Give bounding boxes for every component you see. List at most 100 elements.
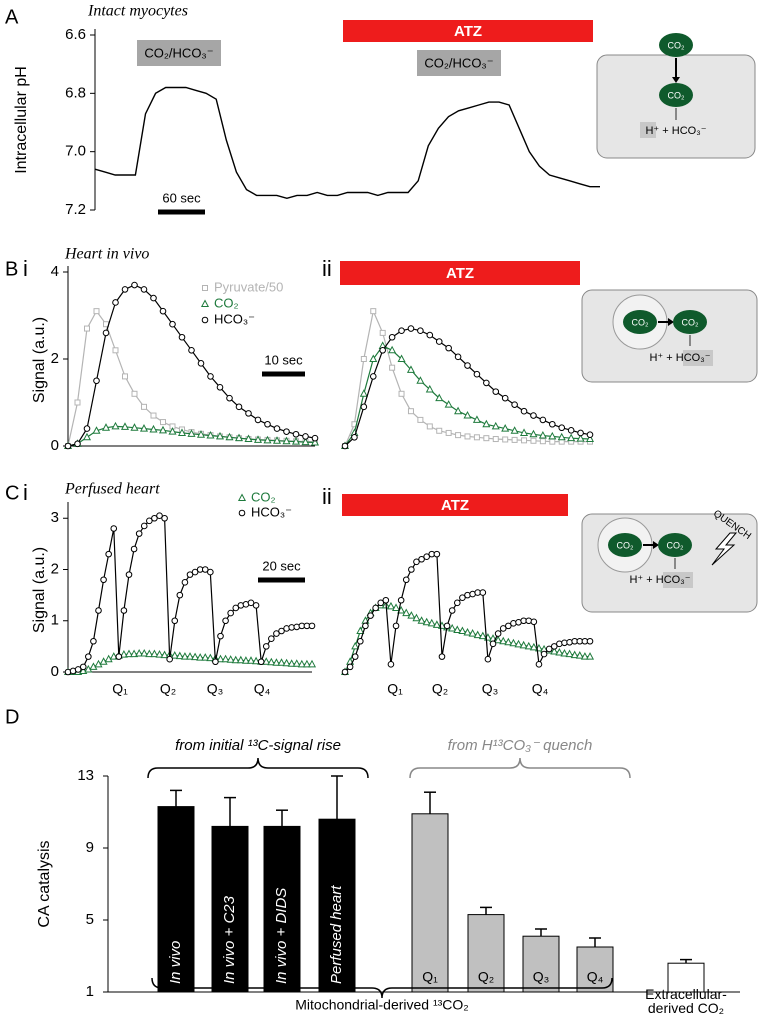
legend-marker <box>202 285 208 291</box>
marker <box>257 658 265 666</box>
marker <box>567 433 576 442</box>
panel-title: Heart in vivo <box>64 246 149 263</box>
marker <box>458 626 467 634</box>
marker <box>95 607 102 614</box>
marker <box>196 653 205 661</box>
marker <box>464 433 471 440</box>
marker <box>577 429 584 437</box>
marker <box>234 433 244 442</box>
marker <box>221 654 230 663</box>
marker <box>482 419 491 428</box>
y-tick-label: 0 <box>51 663 59 680</box>
marker <box>231 655 240 664</box>
marker <box>535 661 543 668</box>
marker <box>438 653 446 660</box>
marker <box>311 434 319 442</box>
marker <box>529 642 538 651</box>
marker <box>100 576 107 584</box>
marker <box>150 412 157 419</box>
marker <box>392 603 401 611</box>
marker <box>84 325 90 332</box>
panel-title: Intact myocytes <box>87 3 188 20</box>
scale-bar-label: 20 sec <box>262 558 301 573</box>
marker <box>64 442 72 450</box>
marker <box>169 320 176 328</box>
treatment-label: ATZ <box>454 23 482 40</box>
marker <box>483 379 490 387</box>
quench-label: Q₄ <box>532 681 549 697</box>
marker <box>156 512 163 519</box>
marker <box>454 406 463 415</box>
marker <box>232 604 240 612</box>
series-line <box>67 515 312 673</box>
group-label: from initial ¹³C-signal rise <box>175 737 341 754</box>
marker <box>402 576 410 584</box>
marker <box>264 420 271 428</box>
arrow-head <box>668 318 674 326</box>
marker <box>196 430 206 438</box>
marker <box>244 434 253 443</box>
marker <box>301 437 310 446</box>
marker <box>120 607 128 614</box>
molecule <box>608 533 642 557</box>
marker <box>492 436 499 443</box>
marker <box>235 403 243 411</box>
marker <box>407 408 414 415</box>
marker <box>432 620 441 628</box>
molecule-label: CO₂ <box>668 40 686 50</box>
marker <box>560 648 569 657</box>
product-label: H⁺ + HCO₃⁻ <box>645 125 706 137</box>
marker <box>524 641 533 650</box>
marker <box>453 599 461 607</box>
marker <box>160 650 169 659</box>
marker <box>530 412 537 419</box>
bar-label: In vivo + C23 <box>221 895 238 984</box>
marker <box>501 424 510 432</box>
marker <box>206 653 215 662</box>
quench-label: Q₃ <box>482 681 499 697</box>
y-tick-label: 6.8 <box>65 84 86 101</box>
marker <box>407 325 415 332</box>
marker <box>367 612 374 619</box>
marker <box>387 661 395 668</box>
group-label: Mitochondrial-derived ¹³CO₂ <box>295 997 469 1013</box>
product-label: H⁺ + HCO₃⁻ <box>649 352 710 364</box>
marker <box>443 622 451 630</box>
treatment-bar <box>343 20 593 42</box>
marker <box>520 407 528 415</box>
series-line <box>344 604 590 673</box>
quench-label: Q₁ <box>387 681 403 697</box>
marker <box>272 436 282 444</box>
bar <box>211 825 249 993</box>
brace <box>409 757 631 779</box>
marker <box>131 281 138 289</box>
marker <box>252 656 261 665</box>
y-tick-label: 1 <box>51 612 59 629</box>
marker <box>392 622 400 630</box>
scale-bar-label: 10 sec <box>264 352 303 367</box>
marker <box>489 640 497 648</box>
legend-marker <box>238 509 246 517</box>
marker <box>222 617 229 625</box>
marker <box>158 425 168 434</box>
marker <box>417 416 424 423</box>
marker <box>178 333 186 341</box>
marker <box>246 656 256 664</box>
marker <box>545 645 553 653</box>
marker <box>283 428 290 435</box>
marker <box>141 403 147 410</box>
marker <box>201 653 210 661</box>
marker <box>236 655 245 664</box>
quench-label: Q₄ <box>254 681 271 697</box>
marker <box>397 596 405 604</box>
marker <box>252 602 260 609</box>
marker <box>263 435 272 444</box>
marker <box>464 362 471 369</box>
marker <box>140 286 148 293</box>
bar-label: Extracellular-derived CO₂ <box>645 986 727 1016</box>
marker <box>188 347 195 354</box>
y-tick-label: 7.0 <box>65 143 86 160</box>
marker <box>262 643 270 650</box>
marker <box>197 360 205 367</box>
